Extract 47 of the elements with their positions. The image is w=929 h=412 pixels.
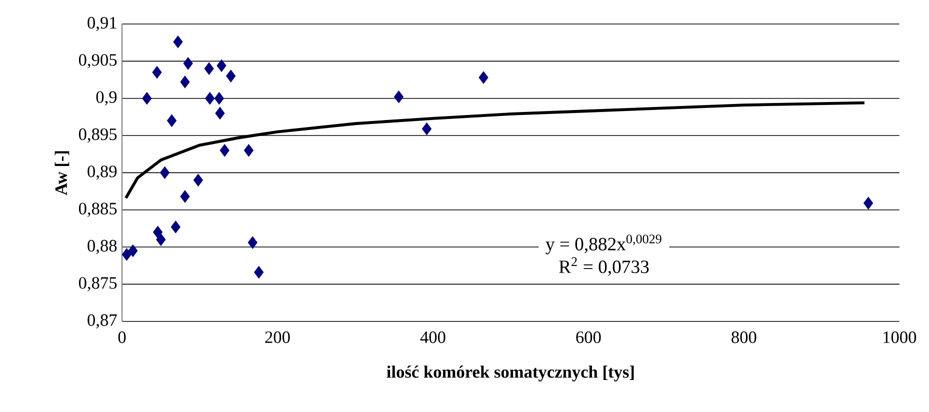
point [204,62,214,75]
x-tick-label: 200 [265,331,290,344]
annotation: y = 0,882x$^{0,0029}$ [546,234,662,254]
point [205,92,215,105]
x-axis-title: ilość komórek somatycznych [tys] [386,366,634,382]
point [156,233,166,246]
point [180,76,190,88]
point [254,266,264,279]
point [478,71,488,84]
point [183,57,193,70]
point [152,226,163,238]
point [142,92,152,105]
point [248,236,258,249]
point [422,122,432,136]
point [244,144,254,157]
x-tick-label: 0 [118,331,126,344]
y-tick-label: 0,87 [88,314,117,328]
y-tick-label: 0,895 [78,128,117,143]
point [170,220,180,234]
point [214,92,224,105]
y-tick-label: 0,88 [88,240,117,254]
y-tick-label: 0,89 [88,166,117,180]
y-tick-label: 0,9 [96,91,117,106]
y-axis-title: Aw [-] [54,151,70,196]
x-tick-label: 800 [732,331,756,344]
x-tick-label: 400 [420,331,446,344]
point [215,106,225,120]
point [193,174,203,186]
point [166,114,177,127]
x-tick-label: 1000 [884,331,916,344]
y-tick-label: 0,885 [78,202,117,217]
point [180,190,190,203]
point [864,196,874,210]
point [216,59,226,72]
point [173,36,183,48]
point [226,70,236,82]
point [128,244,138,257]
y-tick-label: 0,875 [78,277,117,292]
point [394,90,404,104]
point [220,144,230,157]
y-tick-label: 0,905 [78,54,117,68]
x-tick-label: 600 [576,331,601,344]
point [160,166,170,179]
point [122,248,132,261]
y-tick-label: 0,91 [88,16,116,32]
point [152,66,162,79]
annotation: R$^{2}$ = 0,0733 [559,257,649,276]
